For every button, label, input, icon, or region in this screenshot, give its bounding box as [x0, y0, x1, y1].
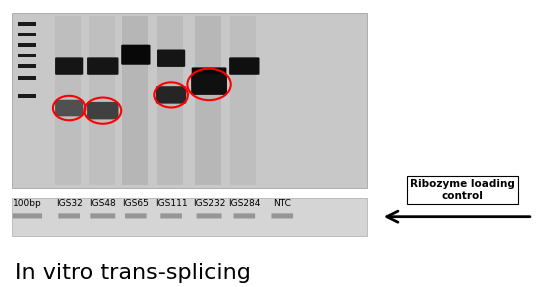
- FancyBboxPatch shape: [271, 213, 293, 218]
- FancyBboxPatch shape: [121, 45, 150, 65]
- Bar: [122, 15, 148, 185]
- Bar: [19, 76, 37, 80]
- Text: IGS232: IGS232: [193, 199, 225, 208]
- Bar: [19, 64, 37, 68]
- Text: IGS111: IGS111: [155, 199, 187, 208]
- Bar: [55, 15, 81, 185]
- Bar: [19, 43, 37, 47]
- FancyBboxPatch shape: [160, 213, 182, 218]
- FancyBboxPatch shape: [191, 74, 227, 95]
- Text: 100bp: 100bp: [13, 199, 42, 208]
- Bar: [19, 22, 37, 26]
- FancyBboxPatch shape: [90, 213, 115, 218]
- FancyBboxPatch shape: [58, 213, 80, 218]
- Bar: [195, 15, 221, 185]
- Text: NTC: NTC: [274, 199, 291, 208]
- Bar: [157, 15, 183, 185]
- FancyBboxPatch shape: [55, 100, 83, 116]
- Bar: [12, 13, 367, 187]
- Text: Ribozyme loading
control: Ribozyme loading control: [410, 179, 514, 201]
- FancyBboxPatch shape: [197, 213, 221, 218]
- FancyBboxPatch shape: [233, 213, 255, 218]
- Bar: [89, 15, 114, 185]
- Bar: [230, 15, 256, 185]
- Bar: [19, 94, 37, 98]
- FancyBboxPatch shape: [55, 57, 83, 75]
- Bar: [12, 197, 367, 236]
- FancyBboxPatch shape: [156, 86, 186, 104]
- FancyBboxPatch shape: [13, 213, 42, 218]
- FancyBboxPatch shape: [229, 57, 259, 75]
- FancyBboxPatch shape: [87, 102, 118, 119]
- Text: IGS65: IGS65: [123, 199, 149, 208]
- Text: IGS32: IGS32: [56, 199, 82, 208]
- Text: In vitro trans-splicing: In vitro trans-splicing: [15, 263, 251, 283]
- Bar: [19, 33, 37, 36]
- FancyBboxPatch shape: [157, 49, 185, 67]
- Bar: [19, 54, 37, 57]
- FancyBboxPatch shape: [125, 213, 147, 218]
- Text: IGS284: IGS284: [228, 199, 261, 208]
- Text: IGS48: IGS48: [89, 199, 116, 208]
- FancyBboxPatch shape: [87, 57, 118, 75]
- FancyBboxPatch shape: [192, 67, 226, 88]
